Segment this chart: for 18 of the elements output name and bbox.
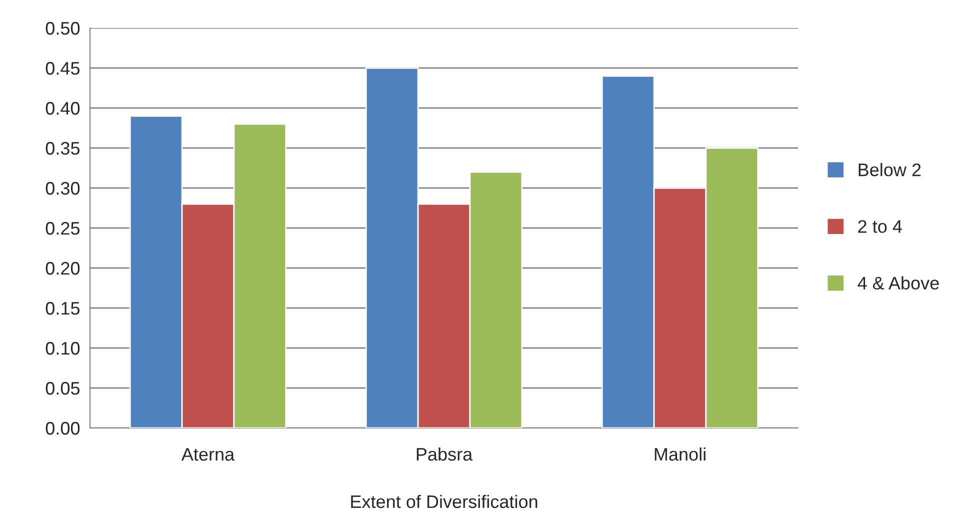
legend-label: Below 2 xyxy=(858,162,921,176)
y-tick-label: 0.35 xyxy=(46,142,80,155)
y-tick-label: 0.10 xyxy=(46,342,80,355)
y-tick-label: 0.00 xyxy=(46,422,80,435)
y-tick-label: 0.25 xyxy=(46,222,80,235)
x-tick-label: Manoli xyxy=(654,447,706,461)
x-tick-label: Aterna xyxy=(181,448,235,461)
y-tick-label: 0.30 xyxy=(46,182,80,195)
y-tick-label: 0.40 xyxy=(46,102,80,115)
y-tick-label: 0.20 xyxy=(46,262,80,275)
y-tick-label: 0.50 xyxy=(46,22,80,35)
y-tick-label: 0.45 xyxy=(46,62,80,75)
x-axis-title: Extent of Diversification xyxy=(351,494,538,508)
y-tick-label: 0.05 xyxy=(46,382,80,395)
y-tick-label: 0.15 xyxy=(46,302,80,315)
x-tick-label: Pabsra xyxy=(416,447,473,461)
legend-label: 4 & Above xyxy=(858,276,939,290)
legend-label: 2 to 4 xyxy=(858,220,902,233)
